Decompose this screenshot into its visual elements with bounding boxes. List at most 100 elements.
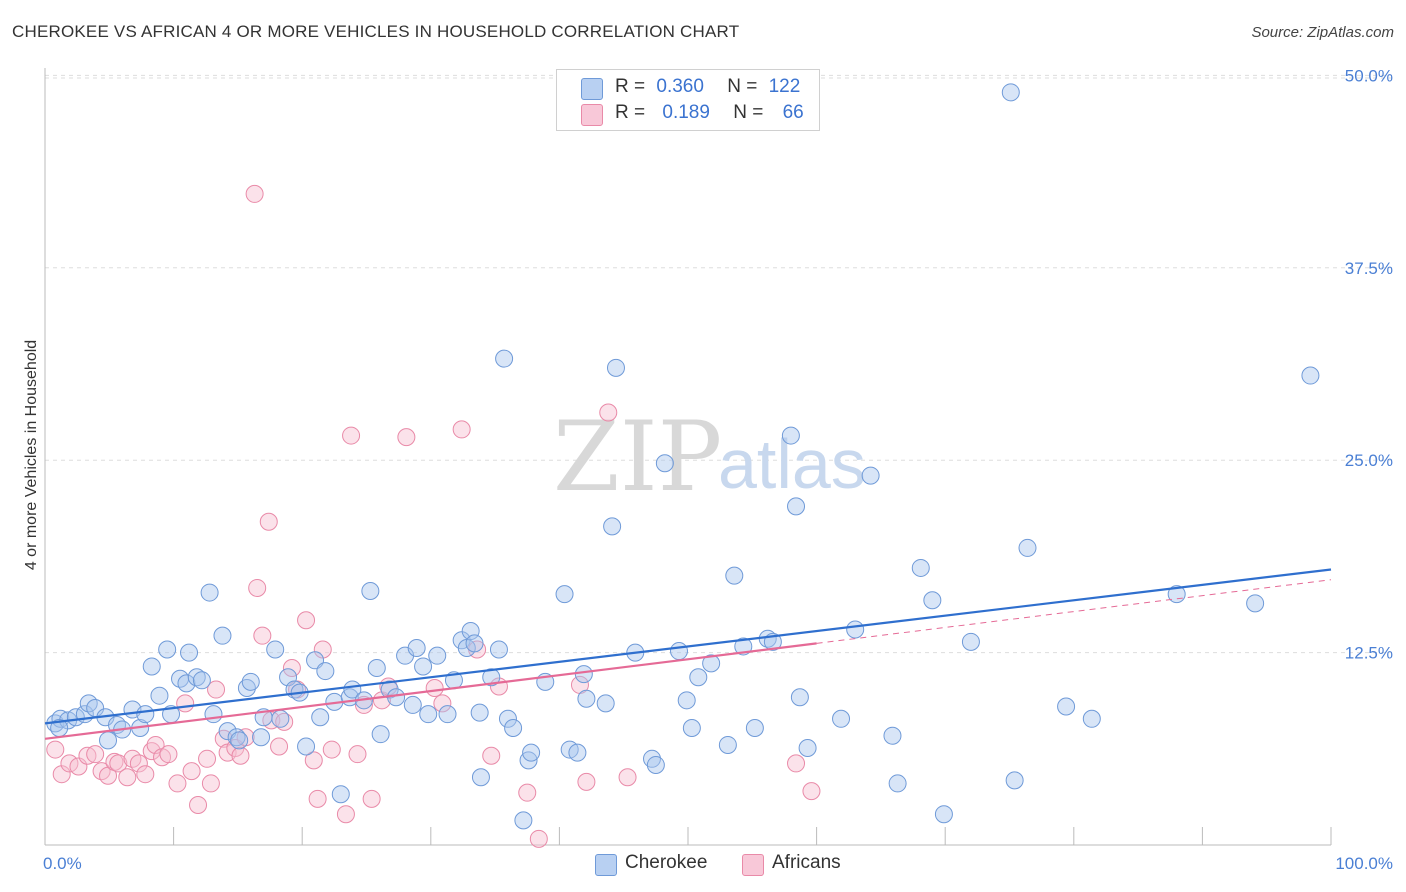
- y-tick-label: 12.5%: [1345, 644, 1393, 663]
- grid-lines: [45, 75, 1392, 652]
- cherokee-point: [317, 663, 334, 680]
- cherokee-point: [193, 672, 210, 689]
- cherokee-point: [242, 673, 259, 690]
- y-tick-label: 50.0%: [1345, 66, 1393, 85]
- cherokee-point: [1302, 367, 1319, 384]
- cherokee-point: [578, 690, 595, 707]
- cherokee-point: [408, 639, 425, 656]
- africans-point: [254, 627, 271, 644]
- cherokee-point: [569, 744, 586, 761]
- africans-point: [788, 755, 805, 772]
- cherokee-point: [788, 498, 805, 515]
- cherokee-point: [332, 786, 349, 803]
- stats-legend: R = 0.360 N = 122 R = 0.189 N = 66: [556, 69, 820, 131]
- cherokee-point: [847, 621, 864, 638]
- africans-point: [619, 769, 636, 786]
- cherokee-point: [272, 710, 289, 727]
- cherokee-point: [181, 644, 198, 661]
- cherokee-point: [205, 706, 222, 723]
- cherokee-point: [137, 706, 154, 723]
- legend-r-value: 0.360: [656, 76, 704, 97]
- cherokee-point: [962, 633, 979, 650]
- africans-point: [600, 404, 617, 421]
- africans-point: [199, 750, 216, 767]
- cherokee-point: [298, 738, 315, 755]
- africans-point: [453, 421, 470, 438]
- cherokee-point: [726, 567, 743, 584]
- africans-point: [483, 747, 500, 764]
- cherokee-point: [404, 696, 421, 713]
- cherokee-point: [312, 709, 329, 726]
- africans-points: [47, 185, 820, 847]
- africans-point: [137, 766, 154, 783]
- africans-point: [309, 790, 326, 807]
- cherokee-point: [214, 627, 231, 644]
- bottom-legend-label: Cherokee: [625, 852, 707, 874]
- cherokee-point: [420, 706, 437, 723]
- africans-swatch: [742, 854, 764, 876]
- cherokee-point: [670, 643, 687, 660]
- africans-point: [578, 773, 595, 790]
- legend-r-value: 0.189: [662, 102, 710, 123]
- africans-point: [47, 741, 64, 758]
- africans-point: [190, 796, 207, 813]
- africans-point: [426, 680, 443, 697]
- cherokee-point: [935, 806, 952, 823]
- cherokee-point: [719, 736, 736, 753]
- cherokee-point: [889, 775, 906, 792]
- cherokee-point: [253, 729, 270, 746]
- cherokee-point: [267, 641, 284, 658]
- cherokee-point: [368, 659, 385, 676]
- cherokee-point: [388, 689, 405, 706]
- cherokee-point: [604, 518, 621, 535]
- scatter-chart: ZIP atlas 12.5%25.0%37.5%50.0%0.0% 100.0%…: [0, 0, 1406, 892]
- africans-point: [246, 185, 263, 202]
- africans-point: [177, 695, 194, 712]
- africans-point: [119, 769, 136, 786]
- cherokee-point: [597, 695, 614, 712]
- legend-r-label: R =: [615, 76, 645, 97]
- x-tick-label-max: 100.0%: [1335, 854, 1393, 873]
- cherokee-point: [1247, 595, 1264, 612]
- cherokee-point: [429, 647, 446, 664]
- cherokee-point: [791, 689, 808, 706]
- cherokee-point: [833, 710, 850, 727]
- africans-point: [183, 763, 200, 780]
- watermark-zip: ZIP: [553, 401, 722, 513]
- cherokee-point: [231, 732, 248, 749]
- cherokee-point: [1019, 539, 1036, 556]
- cherokee-point: [439, 706, 456, 723]
- cherokee-point: [100, 732, 117, 749]
- cherokee-point: [862, 467, 879, 484]
- cherokee-point: [884, 727, 901, 744]
- africans-point: [337, 806, 354, 823]
- cherokee-point: [496, 350, 513, 367]
- legend-n-value: 122: [769, 76, 801, 97]
- cherokee-swatch: [595, 854, 617, 876]
- cherokee-point: [362, 583, 379, 600]
- africans-point: [530, 830, 547, 847]
- cherokee-point: [159, 641, 176, 658]
- legend-n-label: N =: [733, 102, 763, 123]
- africans-point: [343, 427, 360, 444]
- cherokee-point: [466, 635, 483, 652]
- cherokee-point: [924, 592, 941, 609]
- africans-point: [160, 746, 177, 763]
- cherokee-point: [415, 658, 432, 675]
- cherokee-swatch: [581, 78, 603, 100]
- africans-point: [260, 513, 277, 530]
- cherokee-point: [607, 359, 624, 376]
- cherokee-point: [1083, 710, 1100, 727]
- cherokee-point: [746, 720, 763, 737]
- africans-point: [202, 775, 219, 792]
- y-tick-label: 25.0%: [1345, 451, 1393, 470]
- africans-swatch: [581, 104, 603, 126]
- cherokee-point: [472, 769, 489, 786]
- cherokee-point: [1006, 772, 1023, 789]
- cherokee-point: [471, 704, 488, 721]
- africans-point: [519, 784, 536, 801]
- cherokee-point: [556, 586, 573, 603]
- cherokee-point: [912, 559, 929, 576]
- watermark: ZIP atlas: [553, 401, 866, 513]
- africans-point: [803, 783, 820, 800]
